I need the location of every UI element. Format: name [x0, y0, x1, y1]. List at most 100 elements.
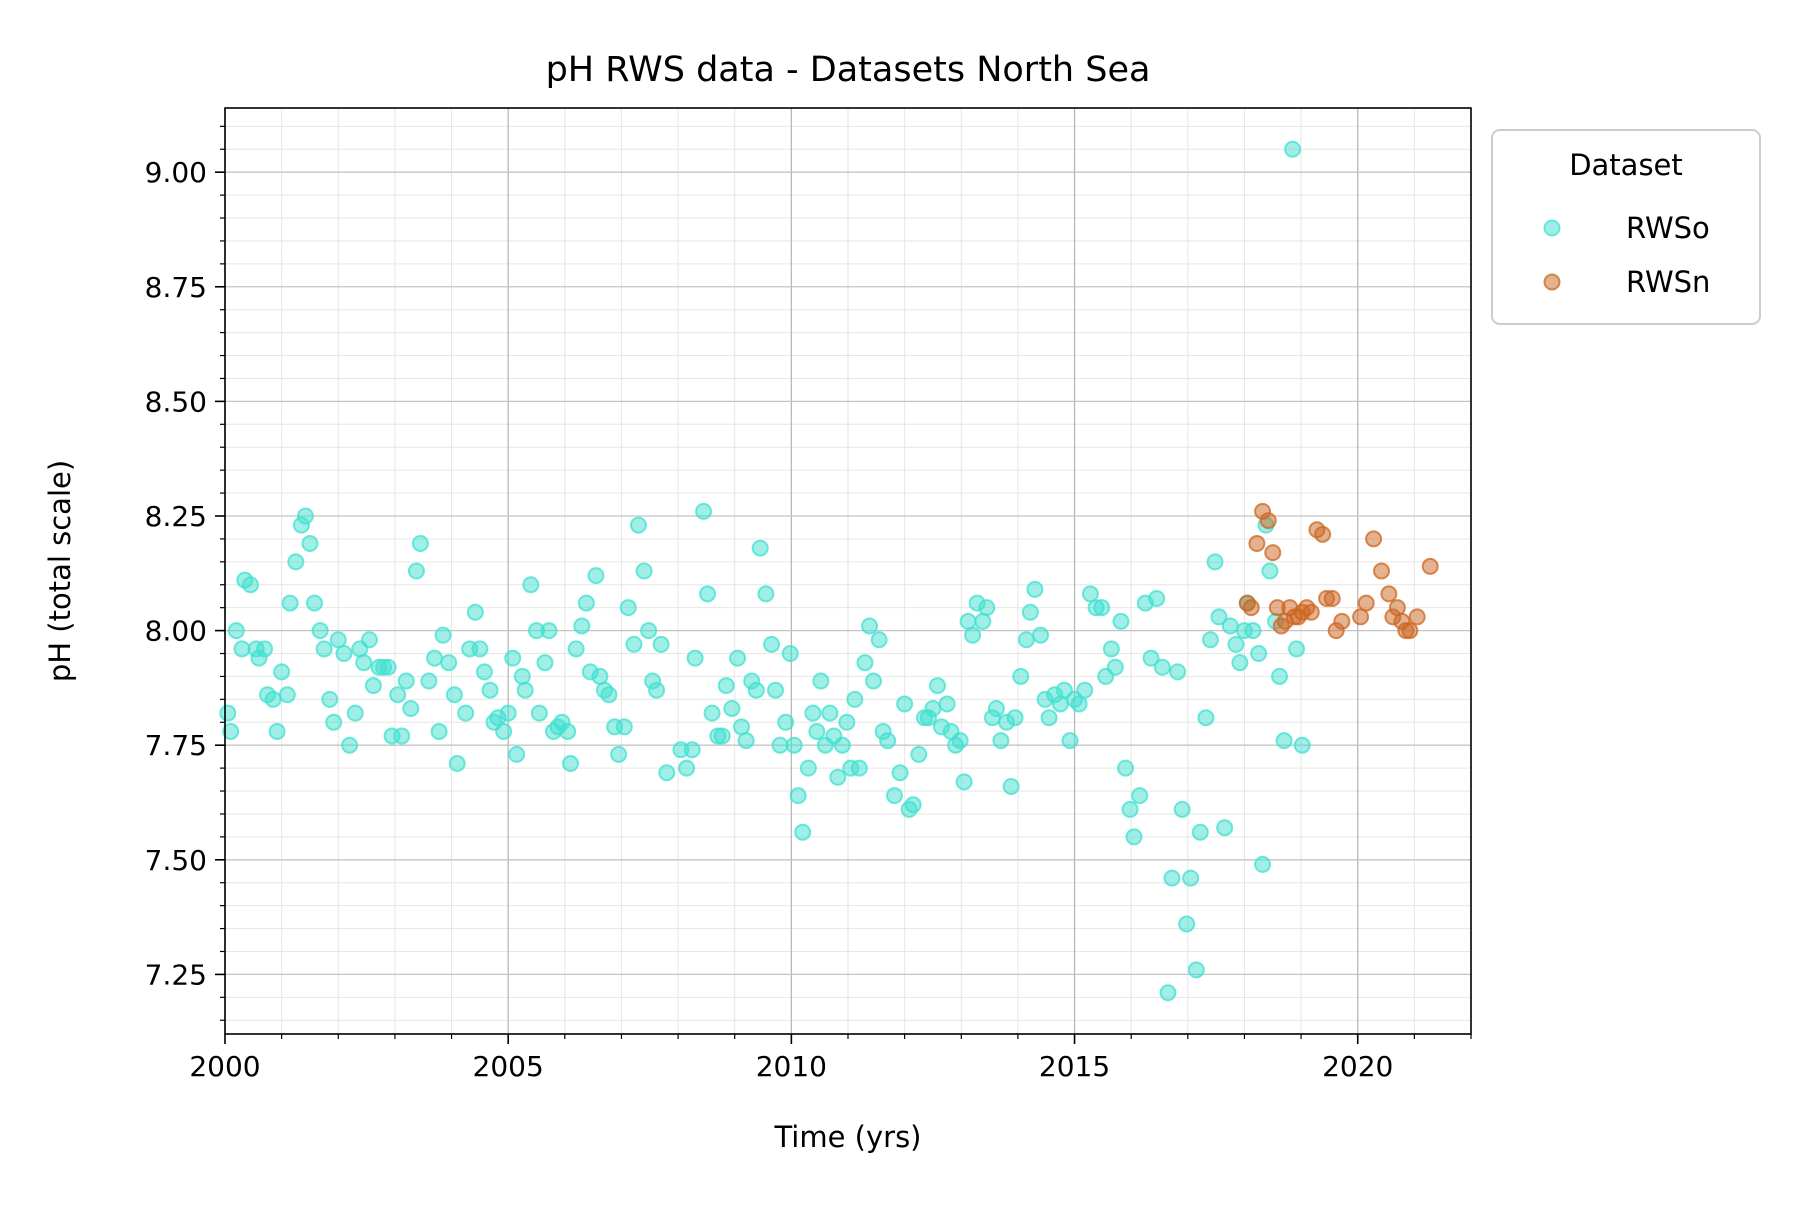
data-point: [1314, 525, 1332, 543]
data-point: [635, 562, 653, 580]
legend-label-RWSo: RWSo: [1626, 211, 1710, 245]
data-point: [1227, 635, 1245, 653]
data-point: [1380, 585, 1398, 603]
data-point: [1210, 608, 1228, 626]
data-point: [411, 534, 429, 552]
data-point: [812, 672, 830, 690]
data-point: [268, 722, 286, 740]
data-point: [522, 576, 540, 594]
data-point: [540, 622, 558, 640]
data-point: [341, 736, 359, 754]
data-point: [1061, 732, 1079, 750]
data-point: [959, 612, 977, 630]
data-point: [445, 686, 463, 704]
data-point: [808, 722, 826, 740]
y-tick-label: 8.00: [145, 615, 207, 648]
data-point: [516, 681, 534, 699]
data-point: [1365, 530, 1383, 548]
data-point: [448, 755, 466, 773]
data-point: [723, 700, 741, 718]
data-point: [407, 562, 425, 580]
data-point: [397, 672, 415, 690]
data-point: [838, 713, 856, 731]
data-point: [1323, 590, 1341, 608]
y-axis-label: pH (total scale): [43, 460, 77, 682]
data-point: [222, 722, 240, 740]
data-point: [879, 732, 897, 750]
data-point: [686, 649, 704, 667]
data-point: [329, 631, 347, 649]
y-tick-label: 7.50: [145, 844, 207, 877]
legend-marker-RWSn: [1543, 273, 1561, 291]
data-point: [1333, 612, 1351, 630]
y-tick-label: 8.50: [145, 385, 207, 418]
data-point: [648, 681, 666, 699]
x-tick-label: 2015: [1039, 1050, 1110, 1083]
data-point: [1201, 631, 1219, 649]
data-point: [1121, 800, 1139, 818]
data-point: [974, 612, 992, 630]
data-point: [955, 773, 973, 791]
data-point: [833, 736, 851, 754]
data-point: [846, 690, 864, 708]
data-point: [495, 722, 513, 740]
data-point: [1026, 580, 1044, 598]
data-point: [1153, 658, 1171, 676]
data-point: [658, 764, 676, 782]
data-point: [1271, 667, 1289, 685]
legend: Dataset RWSo RWSn: [1491, 129, 1761, 325]
data-point: [629, 516, 647, 534]
data-point: [1070, 695, 1088, 713]
data-point: [600, 686, 618, 704]
data-point: [804, 704, 822, 722]
data-point: [640, 622, 658, 640]
x-tick-label: 2020: [1322, 1050, 1393, 1083]
data-point: [256, 640, 274, 658]
x-tick-label: 2010: [756, 1050, 827, 1083]
x-tick-label: 2000: [189, 1050, 260, 1083]
data-point: [1032, 626, 1050, 644]
data-point: [695, 502, 713, 520]
data-point: [864, 672, 882, 690]
data-point: [1163, 869, 1181, 887]
data-point: [1242, 599, 1260, 617]
data-point: [978, 599, 996, 617]
data-point: [928, 677, 946, 695]
data-point: [615, 718, 633, 736]
data-point: [964, 626, 982, 644]
data-point: [777, 713, 795, 731]
data-point: [325, 713, 343, 731]
data-point: [591, 667, 609, 685]
chart-title: pH RWS data - Datasets North Sea: [546, 50, 1151, 90]
data-point: [987, 700, 1005, 718]
data-point: [910, 745, 928, 763]
data-point: [1148, 590, 1166, 608]
data-point: [321, 690, 339, 708]
data-point: [471, 640, 489, 658]
data-point: [904, 796, 922, 814]
data-point: [1261, 562, 1279, 580]
points-layer: [219, 140, 1439, 1002]
data-point: [1182, 869, 1200, 887]
data-point: [992, 732, 1010, 750]
data-point: [1191, 823, 1209, 841]
data-point: [281, 594, 299, 612]
data-point: [821, 704, 839, 722]
data-point: [951, 732, 969, 750]
data-point: [856, 654, 874, 672]
data-point: [1102, 640, 1120, 658]
data-point: [924, 700, 942, 718]
data-point: [379, 658, 397, 676]
data-point: [227, 622, 245, 640]
data-point: [364, 677, 382, 695]
series-RWSn: [1238, 502, 1439, 640]
data-point: [335, 645, 353, 663]
data-point: [794, 823, 812, 841]
data-point: [1408, 608, 1426, 626]
data-point: [1002, 777, 1020, 795]
data-point: [360, 631, 378, 649]
data-point: [475, 663, 493, 681]
legend-items: RWSo RWSn: [1543, 211, 1710, 299]
data-point: [678, 759, 696, 777]
data-point: [1173, 800, 1191, 818]
